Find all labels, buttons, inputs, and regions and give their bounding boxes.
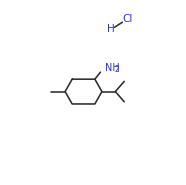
- Text: 2: 2: [114, 65, 119, 74]
- Text: NH: NH: [105, 63, 120, 73]
- Text: Cl: Cl: [123, 14, 133, 24]
- Text: H: H: [107, 24, 115, 34]
